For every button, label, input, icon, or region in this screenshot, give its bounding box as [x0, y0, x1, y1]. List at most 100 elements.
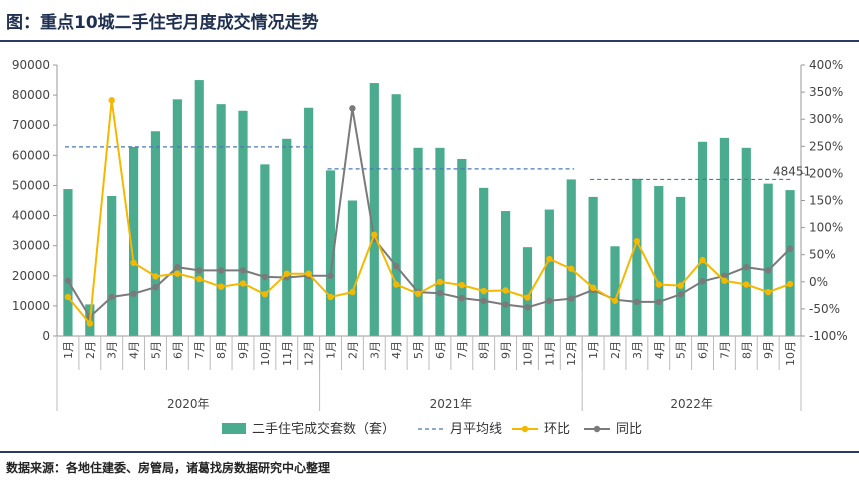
x-tick-label: 5月 [412, 341, 425, 359]
x-tick-label: 5月 [675, 341, 688, 359]
yoy-point [546, 297, 553, 304]
x-tick-label: 6月 [434, 341, 447, 359]
mom-point [677, 282, 684, 289]
x-tick-label: 7月 [193, 341, 206, 359]
bar [194, 80, 204, 336]
x-tick-label: 2月 [346, 341, 359, 359]
x-tick-label: 11月 [281, 341, 294, 366]
x-tick-label: 6月 [171, 341, 184, 359]
legend-swatch-dot [521, 425, 529, 433]
yoy-series [64, 105, 794, 321]
x-tick-label: 9月 [500, 341, 513, 359]
right-tick-label: -100% [809, 329, 848, 343]
left-tick-label: 10000 [12, 299, 50, 313]
bar [128, 146, 139, 336]
mom-point [261, 291, 269, 298]
bar [107, 195, 117, 336]
x-tick-label: 8月 [215, 341, 228, 359]
mom-point [414, 290, 422, 297]
year-label: 2022年 [670, 397, 713, 411]
bottom-divider [0, 451, 859, 453]
yoy-point [699, 278, 706, 285]
left-y-axis: 0 10000 20000 30000 40000 50000 60000 70000 8000… [12, 58, 58, 343]
left-tick-label: 70000 [12, 118, 50, 132]
right-tick-label: 200% [809, 166, 843, 180]
x-tick-label: 7月 [456, 341, 469, 359]
mom-point [458, 281, 466, 289]
x-axis: 1月 2月 3月 4月 5月 6月 7月 8月 9月 10月 11月 12月 1月 2月 3月 4月 5月 6月 7… [56, 335, 802, 411]
right-tick-label: 50% [809, 248, 836, 262]
yoy-point [196, 267, 203, 274]
mom-point [699, 256, 706, 264]
x-tick-label: 8月 [740, 341, 753, 359]
left-tick-label: 30000 [12, 239, 50, 253]
mom-point [64, 293, 72, 301]
x-tick-label: 3月 [631, 341, 644, 359]
x-tick-label: 4月 [653, 341, 666, 359]
bar [479, 187, 489, 336]
yoy-point [677, 291, 684, 298]
legend-label: 二手住宅成交套数（套） [252, 421, 395, 437]
title-divider [0, 40, 859, 42]
yoy-point [458, 294, 466, 302]
x-tick-label: 2月 [609, 341, 622, 359]
page-title: 图：重点10城二手住宅月度成交情况走势 [6, 13, 319, 33]
yoy-point [349, 105, 356, 112]
left-tick-label: 80000 [12, 88, 50, 102]
yoy-point [108, 293, 115, 301]
bar [610, 246, 620, 336]
x-tick-label: 9月 [762, 341, 775, 359]
mom-point [174, 270, 181, 277]
chart: 0 10000 20000 30000 40000 50000 60000 70000 8000… [12, 58, 848, 437]
mom-point [633, 237, 641, 245]
yoy-point [480, 297, 487, 304]
source-note: 数据来源：各地住建委、房管局，诸葛找房数据研究中心整理 [6, 461, 331, 475]
right-tick-label: 400% [809, 58, 843, 72]
x-tick-label: 10月 [259, 341, 272, 366]
x-tick-label: 7月 [718, 341, 731, 359]
mom-point [86, 320, 94, 327]
bar [588, 196, 598, 336]
legend-label: 同比 [616, 422, 642, 437]
x-tick-label: 12月 [565, 341, 578, 366]
bar [63, 189, 73, 336]
bar [238, 110, 248, 336]
mom-line [67, 100, 791, 326]
yoy-point [152, 284, 159, 291]
mom-point [436, 278, 444, 285]
yoy-point [327, 272, 334, 280]
x-tick-label: 4月 [128, 341, 141, 359]
bar [544, 209, 554, 336]
left-tick-label: 20000 [12, 269, 50, 283]
legend-label: 月平均线 [450, 422, 502, 437]
bar [391, 94, 401, 336]
bar [260, 164, 270, 336]
yoy-point [743, 263, 750, 271]
right-tick-label: 0% [809, 275, 828, 289]
bar [304, 107, 314, 336]
mom-point [589, 284, 597, 291]
mom-point [568, 265, 575, 272]
bar [741, 147, 751, 336]
legend-label: 环比 [544, 422, 570, 437]
bar [457, 158, 467, 336]
x-tick-label: 4月 [390, 341, 403, 359]
mom-point [721, 277, 728, 284]
mom-point [305, 270, 312, 277]
left-tick-label: 50000 [12, 178, 50, 192]
right-tick-label: -50% [809, 302, 840, 316]
mom-point [524, 294, 531, 301]
average-lines [65, 146, 793, 181]
right-tick-label: 100% [809, 221, 843, 235]
year-label: 2021年 [430, 397, 473, 411]
x-tick-label: 3月 [368, 341, 381, 359]
x-tick-label: 6月 [697, 341, 710, 359]
yoy-point [721, 272, 728, 280]
x-tick-label: 11月 [543, 341, 556, 366]
yoy-point [655, 298, 662, 306]
mom-point [327, 293, 334, 301]
bar [172, 99, 182, 337]
x-tick-label: 8月 [478, 341, 491, 359]
bar [435, 147, 445, 336]
bar [150, 131, 161, 336]
